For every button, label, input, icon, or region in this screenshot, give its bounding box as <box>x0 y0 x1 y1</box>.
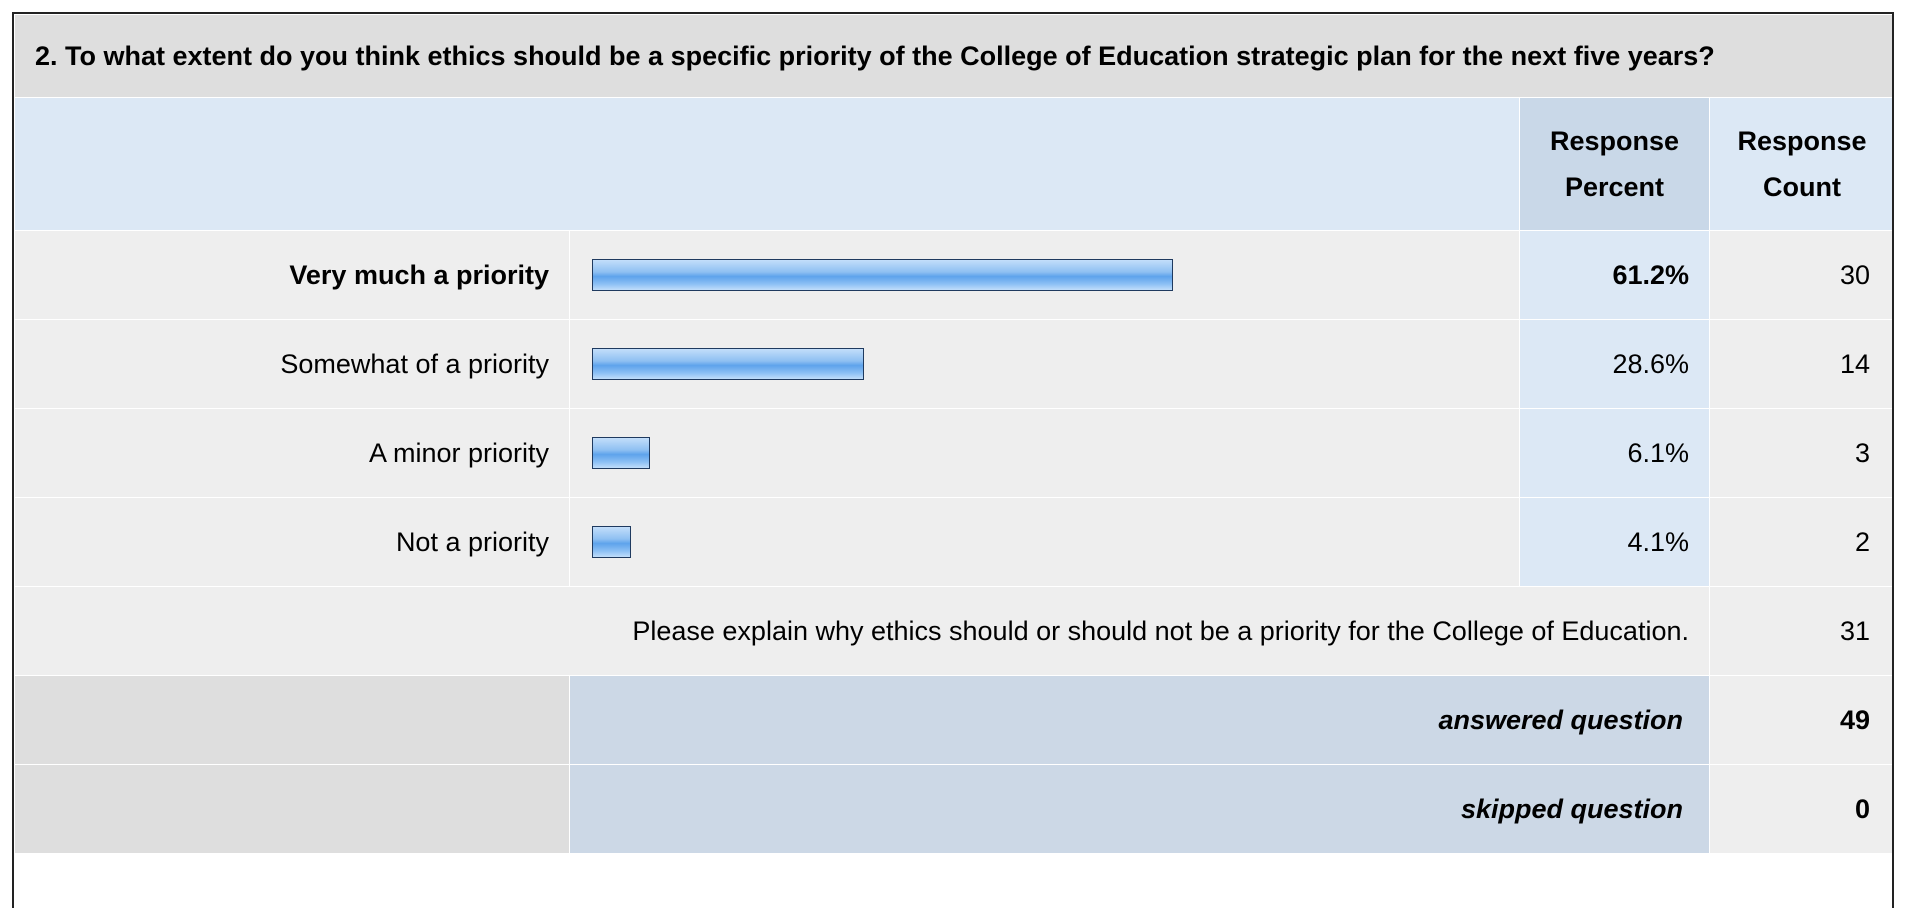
skipped-value: 0 <box>1708 764 1892 854</box>
bar-cell <box>569 408 1520 498</box>
answer-row: Very much a priority 61.2% 30 <box>14 230 1892 320</box>
bar-cell <box>569 230 1520 320</box>
question-title: 2. To what extent do you think ethics sh… <box>14 14 1892 98</box>
answer-row: A minor priority 6.1% 3 <box>14 408 1892 498</box>
answered-row: answered question 49 <box>14 675 1892 765</box>
response-bar <box>592 348 864 380</box>
response-count: 30 <box>1708 230 1892 320</box>
response-bar <box>592 437 650 469</box>
answer-row: Somewhat of a priority 28.6% 14 <box>14 319 1892 409</box>
response-count: 3 <box>1708 408 1892 498</box>
skipped-label: skipped question <box>569 764 1710 854</box>
explain-text: Please explain why ethics should or shou… <box>14 586 1710 676</box>
answer-row: Not a priority 4.1% 2 <box>14 497 1892 587</box>
response-bar <box>592 259 1173 291</box>
answered-blank <box>14 675 570 765</box>
answered-value: 49 <box>1708 675 1892 765</box>
answer-label: A minor priority <box>14 408 570 498</box>
response-percent: 6.1% <box>1519 408 1710 498</box>
skipped-row: skipped question 0 <box>14 764 1892 854</box>
question-title-row: 2. To what extent do you think ethics sh… <box>14 14 1892 98</box>
response-percent-header: Response Percent <box>1519 97 1710 231</box>
explain-row: Please explain why ethics should or shou… <box>14 586 1892 676</box>
header-blank <box>14 97 1520 231</box>
answer-label: Not a priority <box>14 497 570 587</box>
response-percent: 4.1% <box>1519 497 1710 587</box>
response-count: 2 <box>1708 497 1892 587</box>
response-bar <box>592 526 631 558</box>
answer-label: Somewhat of a priority <box>14 319 570 409</box>
answer-label: Very much a priority <box>14 230 570 320</box>
response-percent: 28.6% <box>1519 319 1710 409</box>
explain-count: 31 <box>1708 586 1892 676</box>
results-table: 2. To what extent do you think ethics sh… <box>14 14 1892 854</box>
bar-cell <box>569 319 1520 409</box>
answered-label: answered question <box>569 675 1710 765</box>
bar-cell <box>569 497 1520 587</box>
survey-results-panel: 2. To what extent do you think ethics sh… <box>12 12 1894 908</box>
response-percent: 61.2% <box>1519 230 1710 320</box>
response-count-header: Response Count <box>1708 97 1892 231</box>
skipped-blank <box>14 764 570 854</box>
header-row: Response Percent Response Count <box>14 97 1892 231</box>
response-count: 14 <box>1708 319 1892 409</box>
